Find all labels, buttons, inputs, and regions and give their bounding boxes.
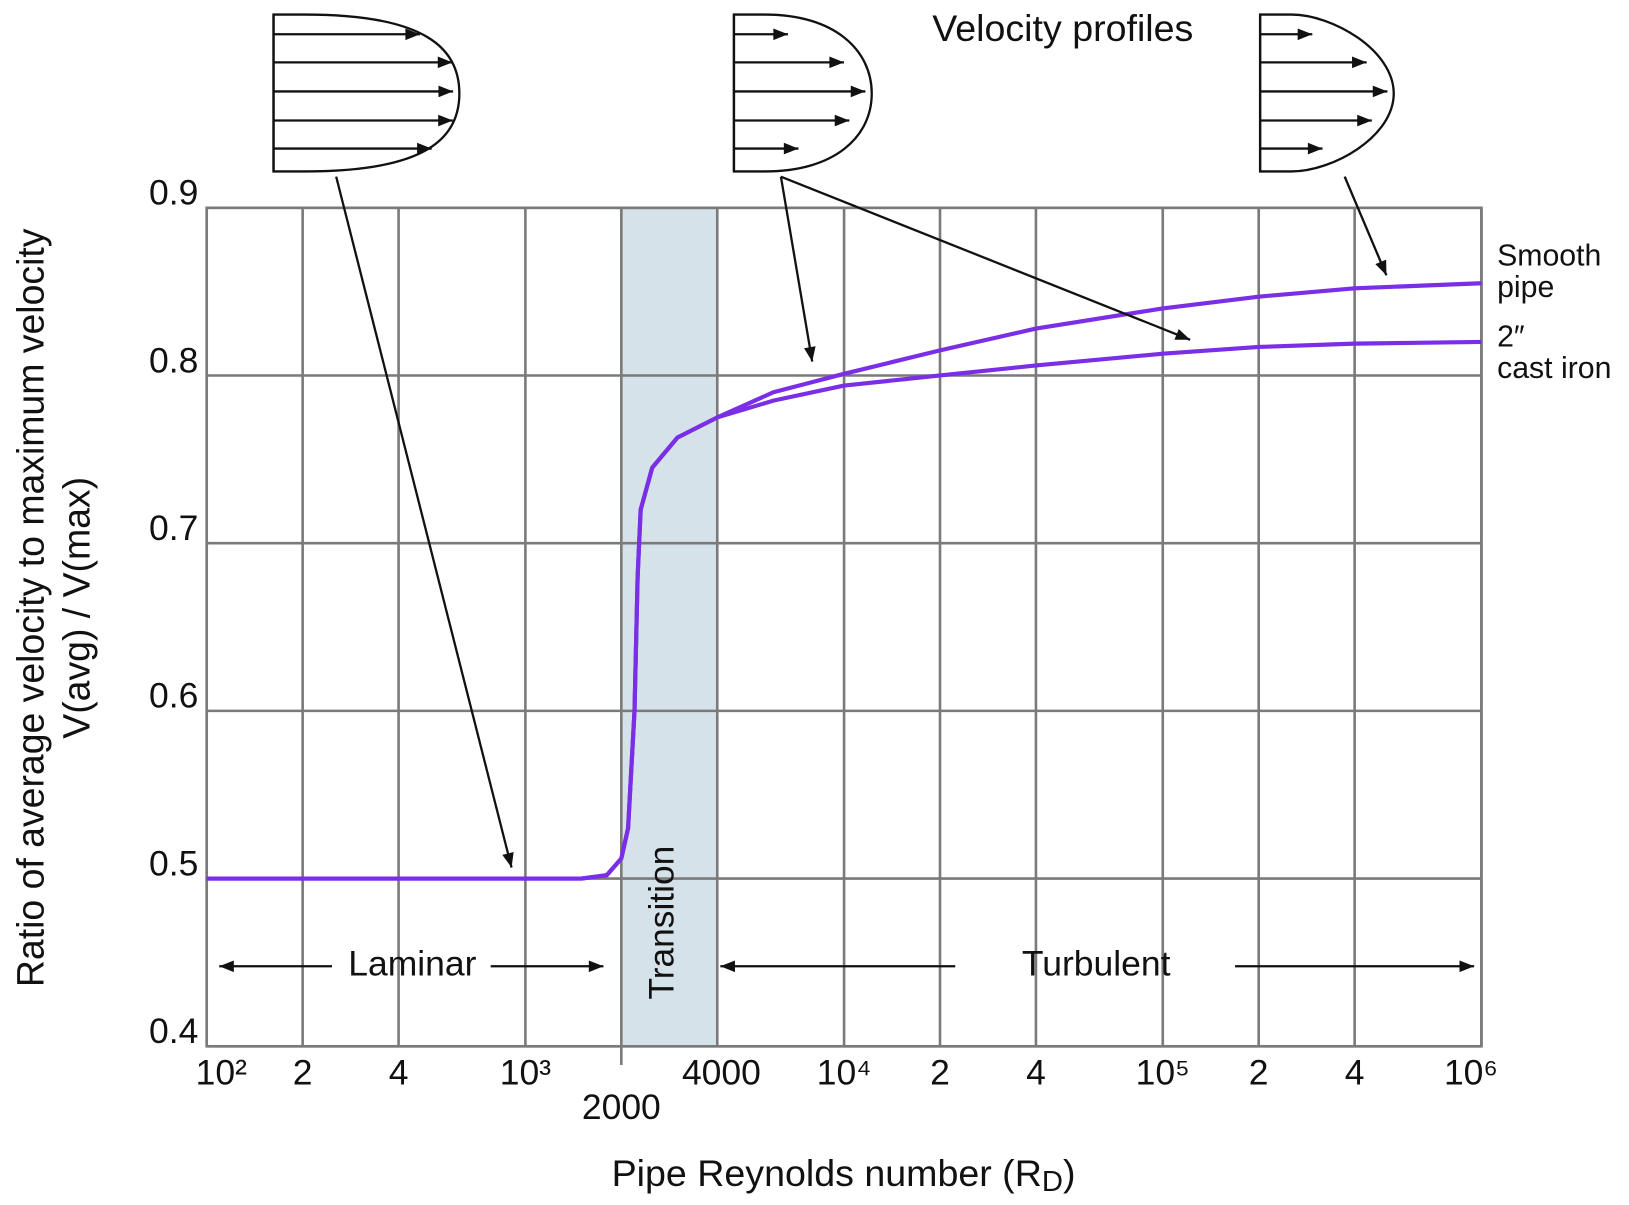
x-axis-label-part: Pipe Reynolds number (R	[612, 1152, 1042, 1194]
chart-body: Velocity profiles 0.4 0.5 0.6 0.7 0.8 0.9 10² 2…	[9, 7, 1611, 1198]
series-label: 2″ cast iron	[1497, 321, 1611, 385]
velocity-profile	[732, 13, 873, 173]
velocity-profile	[272, 13, 461, 173]
arrow	[1343, 176, 1388, 276]
region-label: Turbulent	[1022, 944, 1171, 984]
arrow	[780, 175, 1191, 341]
x-tick-label: 2	[930, 1053, 950, 1093]
region-label: Laminar	[348, 944, 476, 984]
series-label-line: 2″	[1497, 321, 1533, 354]
series-label-line: pipe	[1497, 271, 1554, 304]
y-axis-label: Ratio of average velocity to maximum vel…	[9, 228, 51, 987]
y-tick-label: 0.5	[149, 844, 198, 884]
y-tick-label: 0.9	[149, 173, 198, 213]
y-tick-label: 0.4	[149, 1011, 198, 1051]
x-tick-label: 10⁴	[817, 1053, 872, 1093]
y-axis-label: V(avg) / V(max)	[55, 477, 97, 739]
chart-title: Velocity profiles	[932, 7, 1193, 49]
x-tick-label: 10⁶	[1444, 1053, 1498, 1093]
arrow	[335, 176, 514, 868]
x-axis-label-part: )	[1063, 1152, 1076, 1194]
series-label: Smooth pipe	[1497, 240, 1610, 304]
x-tick-label: 2	[293, 1053, 313, 1093]
y-tick-label: 0.7	[149, 508, 198, 548]
region-label: Transition	[641, 846, 681, 1000]
y-tick-label: 0.8	[149, 340, 198, 380]
x-tick-label: 4	[389, 1053, 409, 1093]
plot-frame	[205, 206, 1483, 1048]
y-tick-label: 0.6	[149, 676, 198, 716]
arrow	[779, 176, 816, 362]
series-label-line: cast iron	[1497, 352, 1611, 385]
x-tick-label: 10⁵	[1136, 1053, 1190, 1093]
x-tick-label: 10³	[500, 1053, 552, 1093]
x-tick-label: 10²	[196, 1053, 248, 1093]
series-label-line: Smooth	[1497, 240, 1610, 273]
x-tick-label: 4	[1345, 1053, 1365, 1093]
series-line	[206, 339, 1482, 881]
x-axis-label-part: D	[1042, 1166, 1063, 1198]
x-tick-label: 2000	[582, 1087, 661, 1127]
x-tick-label: 4	[1026, 1053, 1046, 1093]
velocity-profile	[1258, 13, 1395, 173]
x-tick-label: 2	[1249, 1053, 1269, 1093]
x-axis-label: Pipe Reynolds number (RD)	[612, 1152, 1076, 1198]
x-tick-label: 4000	[682, 1053, 761, 1093]
